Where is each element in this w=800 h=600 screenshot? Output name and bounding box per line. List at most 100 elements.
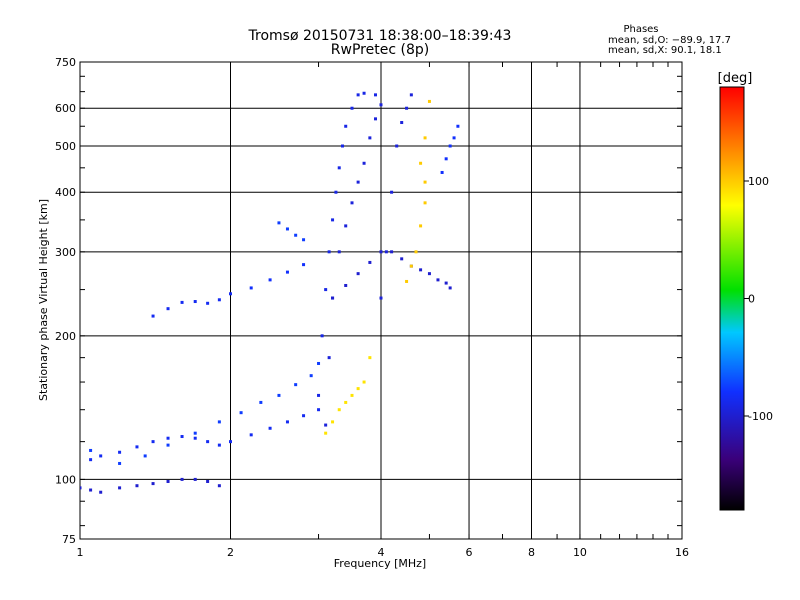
colorbar-tick-label: 0 [748, 293, 755, 306]
echo-point [379, 296, 383, 300]
y-tick-label: 750 [55, 56, 76, 69]
x-tick-label: 6 [466, 546, 473, 559]
echo-point [239, 411, 243, 415]
echo-point [334, 190, 338, 194]
echo-point [259, 400, 263, 404]
echo-point [317, 393, 321, 397]
echo-point [309, 374, 313, 378]
echo-point [249, 286, 253, 290]
colorbar-tick-label: -100 [748, 410, 773, 423]
echo-point [80, 486, 82, 490]
echo-point [362, 91, 366, 95]
echo-point [350, 393, 354, 397]
echo-point [180, 300, 184, 304]
echo-point [135, 484, 139, 488]
echo-point [302, 414, 306, 418]
echo-point [419, 224, 423, 228]
echo-point [337, 408, 341, 412]
echo-point [356, 387, 360, 391]
echo-point [327, 356, 331, 360]
echo-point [356, 93, 360, 97]
echo-point [294, 383, 298, 387]
echo-point [374, 93, 378, 97]
echo-point [206, 301, 210, 305]
echo-point [344, 400, 348, 404]
echo-point [405, 106, 409, 110]
echo-point [362, 380, 366, 384]
echo-point [440, 170, 444, 174]
echo-trace [331, 250, 452, 300]
echo-trace [89, 361, 321, 465]
echo-trace [405, 99, 431, 283]
echo-point [324, 423, 328, 427]
echo-point [344, 224, 348, 228]
echo-trace [440, 124, 460, 174]
echo-point [400, 121, 404, 125]
echo-point [368, 260, 372, 264]
echo-point [320, 334, 324, 338]
x-tick-label: 4 [378, 546, 385, 559]
echo-point [423, 180, 427, 184]
x-tick-label: 16 [675, 546, 689, 559]
echo-point [118, 486, 122, 490]
colorbar-label: [deg] [718, 71, 753, 86]
echo-point [368, 136, 372, 140]
echo-point [444, 157, 448, 161]
echo-point [143, 454, 147, 458]
y-axis-label: Stationary phase Virtual Height [km] [37, 199, 50, 401]
echo-point [374, 117, 378, 121]
echo-point [337, 250, 341, 254]
colorbar-tick-label: 100 [748, 175, 769, 188]
y-tick-label: 500 [55, 140, 76, 153]
echo-point [427, 99, 431, 103]
echo-point [395, 144, 399, 148]
echo-point [452, 136, 456, 140]
echo-point [206, 479, 210, 483]
echo-point [390, 250, 394, 254]
echo-point [151, 482, 155, 486]
x-tick-label: 10 [573, 546, 587, 559]
x-tick-label: 8 [528, 546, 535, 559]
phases-x-stats: mean, sd,X: 90.1, 18.1 [608, 45, 722, 56]
echo-point [456, 124, 460, 128]
colorbar-ticks: 100 0 -100 [744, 175, 773, 423]
echo-point [229, 440, 232, 444]
echo-point [317, 408, 321, 412]
echo-point [229, 292, 232, 296]
phase-colorbar [719, 86, 745, 511]
echo-point [409, 264, 413, 268]
echo-point [180, 435, 184, 439]
chart-title: Tromsø 20150731 18:38:00–18:39:43 [248, 28, 512, 44]
echo-trace [249, 263, 306, 290]
y-tick-label: 200 [55, 330, 76, 343]
echo-point [423, 136, 427, 140]
y-tick-label: 400 [55, 186, 76, 199]
echo-point [379, 250, 383, 254]
echo-point [249, 433, 253, 437]
echo-point [379, 103, 383, 107]
echo-point [324, 431, 328, 435]
echo-trace [151, 292, 232, 318]
echo-trace [277, 221, 306, 242]
echo-trace [80, 477, 221, 494]
echo-point [356, 180, 360, 184]
echo-point [423, 201, 427, 205]
echo-point [277, 393, 281, 397]
echo-point [448, 144, 452, 148]
echo-point [285, 270, 289, 274]
echo-point [448, 286, 452, 290]
echo-point [302, 263, 306, 267]
echo-trace [317, 91, 378, 397]
echo-point [99, 490, 103, 494]
echo-point [344, 283, 348, 287]
echo-point [217, 484, 221, 488]
echo-point [217, 420, 221, 424]
echo-point [390, 190, 394, 194]
echo-point [166, 443, 170, 447]
echo-trace [379, 93, 413, 300]
echo-point [419, 268, 423, 272]
echo-point [89, 488, 93, 492]
echo-point [89, 448, 93, 452]
y-tick-label: 300 [55, 246, 76, 259]
